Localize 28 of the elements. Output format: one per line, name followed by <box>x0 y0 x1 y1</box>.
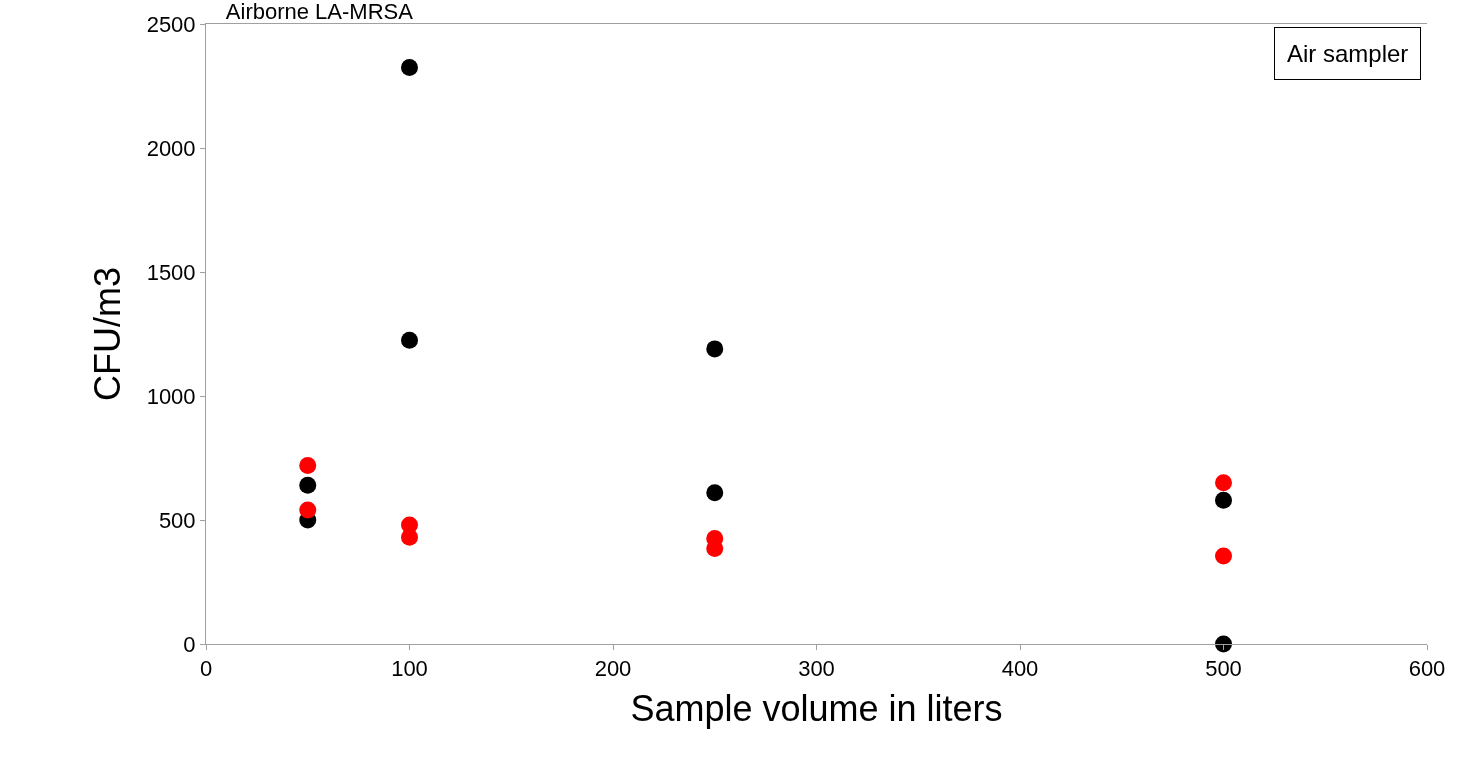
annotation: Air sampler <box>1287 40 1409 67</box>
point <box>401 58 418 76</box>
point <box>299 476 317 494</box>
point <box>1215 635 1232 653</box>
y-tick-label: 500 <box>158 507 196 533</box>
point <box>299 501 317 519</box>
x-tick-label: 400 <box>1001 656 1039 682</box>
chart-title: Airborne LA-MRSA <box>225 0 414 25</box>
x-tick-label: 100 <box>391 656 428 682</box>
y-tick-label: 1000 <box>146 383 196 409</box>
point <box>706 484 724 502</box>
x-tick-label: 0 <box>199 656 213 682</box>
y-axis-title: CFU/m3 <box>86 267 128 401</box>
point <box>299 456 317 474</box>
y-tick-label: 1500 <box>146 259 196 285</box>
x-tick-label: 600 <box>1408 656 1446 682</box>
y-tick-label: 2500 <box>146 11 196 37</box>
y-tick-label: 0 <box>183 631 196 657</box>
point <box>1215 474 1232 492</box>
point <box>401 331 418 349</box>
x-tick-label: 300 <box>798 656 835 682</box>
x-axis-title: Sample volume in liters <box>630 688 1003 730</box>
point <box>1215 547 1232 565</box>
y-tick-label: 2000 <box>146 135 196 161</box>
x-tick-label: 200 <box>594 656 632 682</box>
point <box>706 340 724 358</box>
x-tick-label: 500 <box>1205 656 1242 682</box>
point <box>1215 491 1232 509</box>
